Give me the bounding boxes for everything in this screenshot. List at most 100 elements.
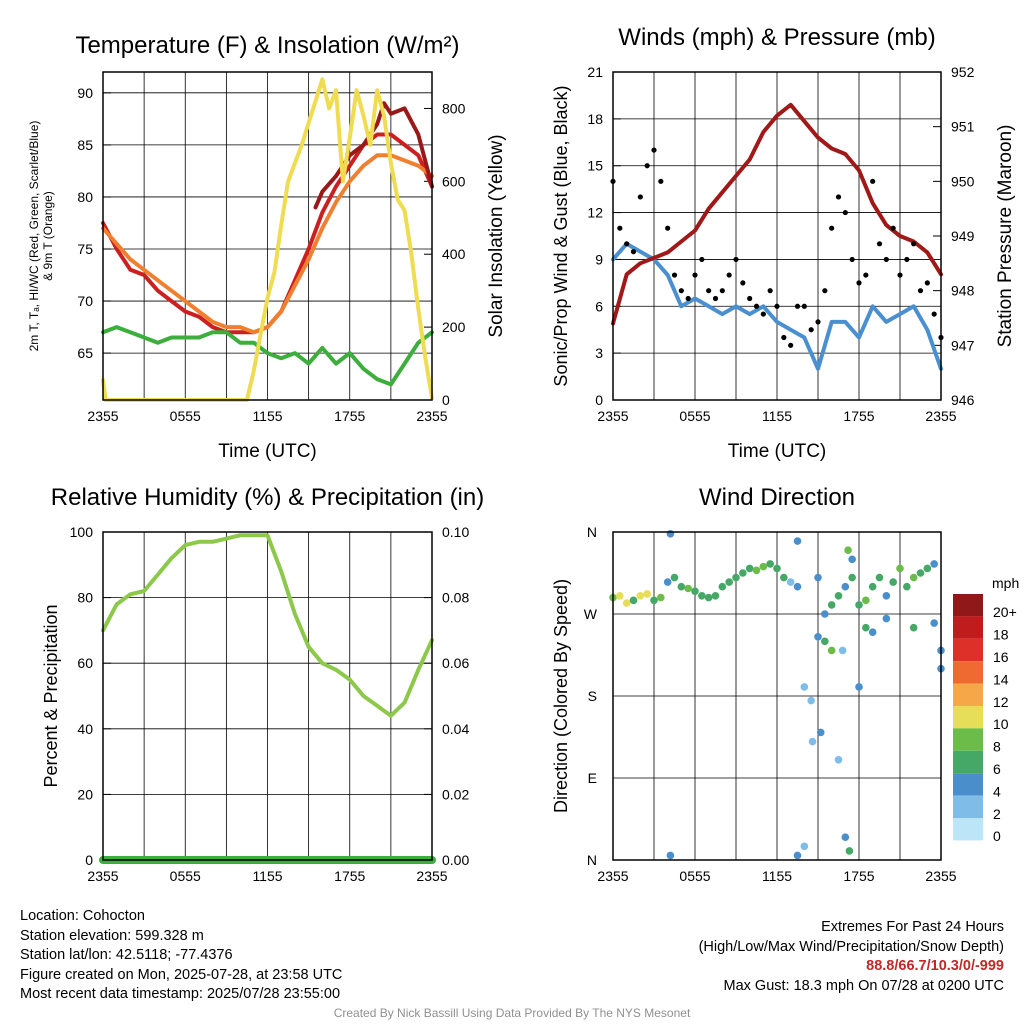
y-tick-label: 70 <box>77 293 93 309</box>
gust-point <box>849 256 855 263</box>
extremes-subtitle: (High/Low/Max Wind/Precipitation/Snow De… <box>698 938 1004 955</box>
direction-point <box>821 610 829 618</box>
colorbar-unit: mph <box>992 575 1019 591</box>
gust-point <box>931 311 937 317</box>
y2-tick-label: 0.04 <box>442 721 469 737</box>
gust-point <box>883 256 889 263</box>
gust-point <box>658 178 664 184</box>
x-tick-label: 1755 <box>843 868 874 884</box>
gust-point <box>760 311 766 317</box>
series-line <box>313 101 434 210</box>
gust-point <box>719 288 725 294</box>
direction-point <box>643 590 651 598</box>
direction-point <box>882 614 891 623</box>
gust-point <box>753 303 760 309</box>
colorbar-swatch <box>953 638 983 662</box>
colorbar-label: 10 <box>993 716 1009 732</box>
colorbar-label: 16 <box>993 649 1009 665</box>
y-tick-label: E <box>588 770 597 786</box>
extremes-panel: Extremes For Past 24 Hours (High/Low/Max… <box>699 918 1004 996</box>
direction-point <box>889 578 897 586</box>
series-line <box>611 102 943 326</box>
direction-point <box>827 646 836 655</box>
colorbar-swatch <box>953 818 983 841</box>
colorbar-swatch <box>953 750 983 774</box>
direction-point <box>691 587 699 596</box>
colorbar-label: 18 <box>993 627 1009 643</box>
x-tick-label: 1755 <box>843 408 874 424</box>
colorbar-label: 14 <box>993 671 1009 687</box>
gust-point <box>794 303 801 309</box>
y2-tick-label: 200 <box>442 319 466 335</box>
gust-point <box>924 280 930 286</box>
direction-point <box>629 596 638 605</box>
y-tick-label: 18 <box>587 111 603 127</box>
gust-point <box>863 272 869 278</box>
direction-point <box>793 582 802 591</box>
direction-point <box>732 573 740 582</box>
gust-point <box>808 327 814 333</box>
gust-point <box>706 288 712 294</box>
direction-point <box>666 851 675 860</box>
direction-point <box>848 555 856 564</box>
y-tick-label: 6 <box>595 298 603 314</box>
station-elevation: Station elevation: 599.328 m <box>20 927 204 944</box>
gust-point <box>699 256 705 263</box>
direction-point <box>814 632 822 641</box>
y-axis-label: Sonic/Prop Wind & Gust (Blue, Black) <box>551 85 571 386</box>
y2-tick-label: 0.00 <box>442 852 469 868</box>
y-tick-label: 0 <box>595 392 603 408</box>
y2-tick-label: 948 <box>951 283 975 299</box>
y2-tick-label: 947 <box>951 337 975 353</box>
gust-point <box>726 272 732 278</box>
gust-point <box>630 249 637 255</box>
gust-point <box>747 295 753 302</box>
extremes-title: Extremes For Past 24 Hours <box>821 919 1004 935</box>
x-tick-label: 1155 <box>762 408 792 424</box>
y-axis-label: 2m T, Tₐ, HI/WC (Red, Green, Scarlet/Blu… <box>27 121 41 352</box>
gust-point <box>651 147 657 153</box>
plot-frame <box>612 531 942 861</box>
max-gust: Max Gust: 18.3 mph On 07/28 at 0200 UTC <box>723 977 1004 994</box>
direction-point <box>834 591 843 600</box>
station-latlon: Station lat/lon: 42.5118; -77.4376 <box>20 947 233 963</box>
y-tick-label: 90 <box>77 85 93 101</box>
extremes-values: 88.8/66.7/10.3/0/-999 <box>866 958 1004 974</box>
direction-point <box>677 582 686 591</box>
gust-point <box>637 194 643 200</box>
direction-point <box>711 591 720 600</box>
y2-axis-label: Station Pressure (Maroon) <box>995 125 1016 348</box>
gust-point <box>733 256 739 263</box>
colorbar-swatch <box>953 795 983 818</box>
direction-point <box>800 842 809 851</box>
direction-point <box>909 573 918 582</box>
chart-title: Winds (mph) & Pressure (mb) <box>618 24 935 51</box>
colorbar-label: 0 <box>993 828 1001 844</box>
direction-point <box>739 569 747 577</box>
chart-title: Wind Direction <box>699 484 855 511</box>
gust-point <box>856 280 862 286</box>
station-info: Location: Cohocton Station elevation: 59… <box>20 907 342 1005</box>
x-tick-label: 1155 <box>762 868 792 884</box>
x-tick-label: 0555 <box>679 868 710 884</box>
y2-tick-label: 600 <box>442 173 466 189</box>
y-tick-label: S <box>588 688 597 704</box>
direction-point <box>780 573 788 582</box>
direction-point <box>670 573 679 582</box>
y-tick-label: 85 <box>77 137 93 153</box>
y2-tick-label: 800 <box>442 100 466 116</box>
chart-title: Relative Humidity (%) & Precipitation (i… <box>51 484 484 511</box>
y-tick-label: 15 <box>587 158 603 174</box>
x-tick-label: 0555 <box>170 868 201 884</box>
direction-point <box>808 737 817 746</box>
series-line <box>101 153 434 335</box>
direction-point <box>930 560 938 568</box>
y2-tick-label: 0 <box>442 392 450 408</box>
direction-point <box>841 833 850 842</box>
direction-point <box>666 530 675 538</box>
x-tick-label: 2355 <box>87 408 118 424</box>
direction-point <box>807 696 815 705</box>
station-location: Location: Cohocton <box>20 908 145 924</box>
gust-point <box>801 303 807 309</box>
x-tick-label: 2355 <box>925 868 956 884</box>
